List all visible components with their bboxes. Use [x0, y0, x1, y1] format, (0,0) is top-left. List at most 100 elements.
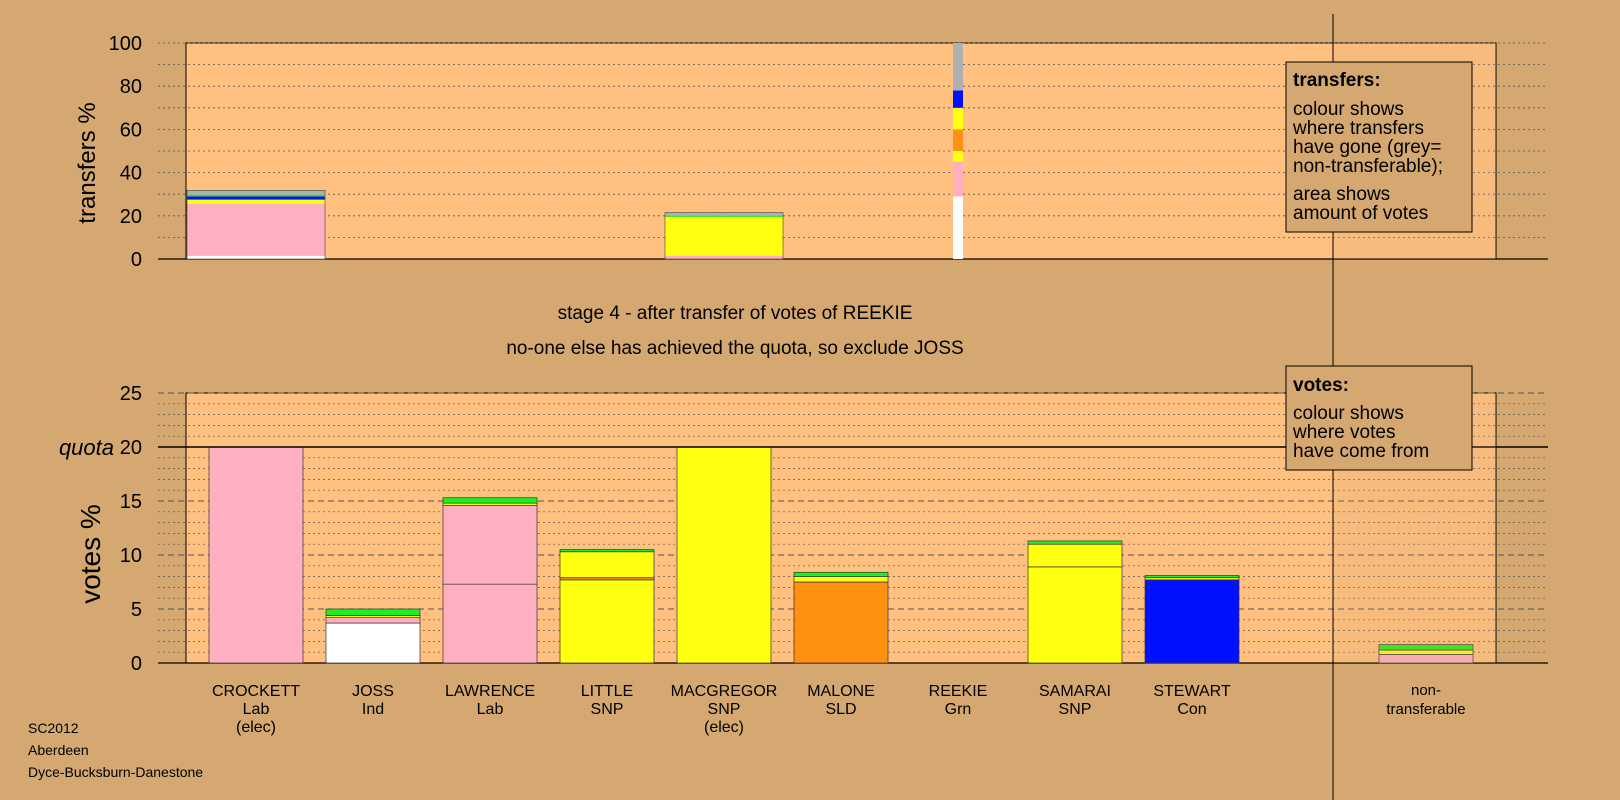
transfer-segment-con [953, 90, 963, 108]
candidate-name: MALONE [807, 683, 875, 700]
votes-legend-line: have come from [1293, 441, 1429, 462]
transfers-y-tick-label: 0 [131, 249, 142, 271]
candidate-party: SNP [591, 701, 624, 718]
candidate-name: JOSS [352, 683, 394, 700]
vote-bar-crockett-segment-lab [208, 446, 304, 664]
transfer-segment-lab [187, 203, 325, 256]
candidate-party: Ind [362, 701, 384, 718]
transfers-legend-line: amount of votes [1293, 203, 1428, 224]
candidate-party: SNP [708, 701, 741, 718]
transfer-segment-grn [187, 194, 325, 197]
transfer-segment-snp [665, 216, 783, 256]
vote-bar-malone-segment-grn [793, 571, 889, 577]
transfers-y-tick-label: 100 [109, 33, 142, 55]
stage-title: stage 4 - after transfer of votes of REE… [558, 303, 913, 324]
vote-bar-little-segment-grn [559, 549, 655, 553]
transfers-bars [186, 43, 963, 260]
candidate-party: Lab [243, 701, 270, 718]
vote-bar-joss-segment-grn [325, 608, 421, 616]
vote-bar-joss-segment-lab [325, 617, 421, 624]
transfers-y-axis-label: transfers % [74, 102, 101, 223]
footer-election: SC2012 [28, 720, 79, 736]
votes-legend: votes: colour shows where votes have com… [1285, 365, 1473, 471]
candidate-status: (elec) [236, 719, 276, 736]
transfers-legend-line: non-transferable); [1293, 156, 1443, 177]
votes-y-tick-label: 20 [120, 437, 142, 459]
votes-y-ticks: 0 5 10 15 20 25 [120, 383, 142, 675]
candidate-status: (elec) [704, 719, 744, 736]
transfers-panel: 0 20 40 60 80 100 transfers % [74, 33, 1548, 271]
candidate-party: Grn [945, 701, 972, 718]
vote-bar-samarai-segment-snp [1027, 543, 1123, 568]
transfer-segment-nontransferable [187, 190, 325, 195]
candidate-name: MACGREGOR [671, 683, 778, 700]
votes-legend-line: where votes [1292, 422, 1395, 443]
transfer-segment-sld [953, 129, 963, 151]
transfer-segment-lab [953, 161, 963, 197]
candidate-name: LAWRENCE [445, 683, 535, 700]
vote-bar-nontransferable-segment-grn [1378, 644, 1474, 651]
candidate-party: Con [1177, 701, 1206, 718]
transfers-y-ticks: 0 20 40 60 80 100 [109, 33, 142, 271]
votes-y-tick-label: 15 [120, 491, 142, 513]
transfer-segment-snp [953, 151, 963, 162]
transfers-y-tick-label: 80 [120, 76, 142, 98]
transfers-legend-line: area shows [1293, 184, 1390, 205]
vote-bar-little-segment-snp [559, 579, 655, 664]
transfer-segment-nontransferable [953, 43, 963, 91]
votes-y-axis-label: votes % [75, 504, 106, 604]
quota-label: quota [59, 435, 114, 460]
vote-bar-lawrence-segment-lab [442, 504, 538, 585]
transfers-legend-line: have gone (grey= [1293, 137, 1441, 158]
vote-bar-little-segment-snp [559, 551, 655, 579]
footer-council: Aberdeen [28, 742, 89, 758]
candidate-party: SLD [825, 701, 856, 718]
votes-y-tick-label: 10 [120, 545, 142, 567]
transfers-legend-line: colour shows [1293, 99, 1404, 120]
footer-ward: Dyce-Bucksburn-Danestone [28, 764, 203, 780]
vote-bar-lawrence-segment-grn [442, 497, 538, 504]
transfer-segment-snp [187, 199, 325, 204]
candidate-name: LITTLE [581, 683, 633, 700]
votes-legend-title: votes: [1293, 375, 1349, 396]
candidate-name: STEWART [1153, 683, 1231, 700]
candidate-party: SNP [1059, 701, 1092, 718]
vote-bar-stewart-segment-grn [1144, 575, 1240, 579]
transfer-segment-nontransferable [665, 212, 783, 216]
transfer-segment-ind [953, 196, 963, 259]
vote-bar-macgregor-segment-snp [676, 446, 772, 664]
transfers-legend: transfers: colour shows where transfers … [1285, 61, 1473, 233]
candidate-name: CROCKETT [212, 683, 300, 700]
transfer-segment-grn [665, 215, 783, 217]
transfer-segment-con [187, 196, 325, 200]
candidate-name: REEKIE [929, 683, 988, 700]
transfer-segment-snp [953, 107, 963, 130]
footer: SC2012 Aberdeen Dyce-Bucksburn-Danestone [28, 720, 203, 780]
vote-bar-malone-segment-snp [793, 576, 889, 583]
transfers-legend-line: where transfers [1292, 118, 1424, 139]
transfers-y-tick-label: 40 [120, 163, 142, 185]
vote-bar-lawrence-segment-lab [442, 583, 538, 664]
candidate-labels: CROCKETTLab(elec)JOSSIndLAWRENCELabLITTL… [212, 682, 1466, 736]
transfer-segment-ind [187, 255, 325, 259]
transfer-segment-lab [665, 255, 783, 259]
votes-y-tick-label: 0 [131, 653, 142, 675]
votes-bars [208, 446, 1474, 664]
transfer-bar-outline [186, 190, 326, 260]
transfers-legend-title: transfers: [1293, 70, 1381, 91]
transfers-y-tick-label: 20 [120, 206, 142, 228]
candidate-name: SAMARAI [1039, 683, 1111, 700]
vote-bar-malone-segment-sld [793, 581, 889, 664]
vote-bar-samarai-segment-snp [1027, 566, 1123, 664]
vote-bar-samarai-segment-grn [1027, 540, 1123, 545]
vote-bar-joss-segment-ind [325, 622, 421, 664]
nontransferable-label: transferable [1386, 701, 1465, 718]
votes-y-tick-label: 5 [131, 599, 142, 621]
stage-subtitle: no-one else has achieved the quota, so e… [506, 338, 963, 359]
candidate-party: Lab [477, 701, 504, 718]
transfer-bar-outline [664, 212, 784, 260]
transfers-gridlines [158, 42, 1548, 260]
transfers-y-tick-label: 60 [120, 119, 142, 141]
